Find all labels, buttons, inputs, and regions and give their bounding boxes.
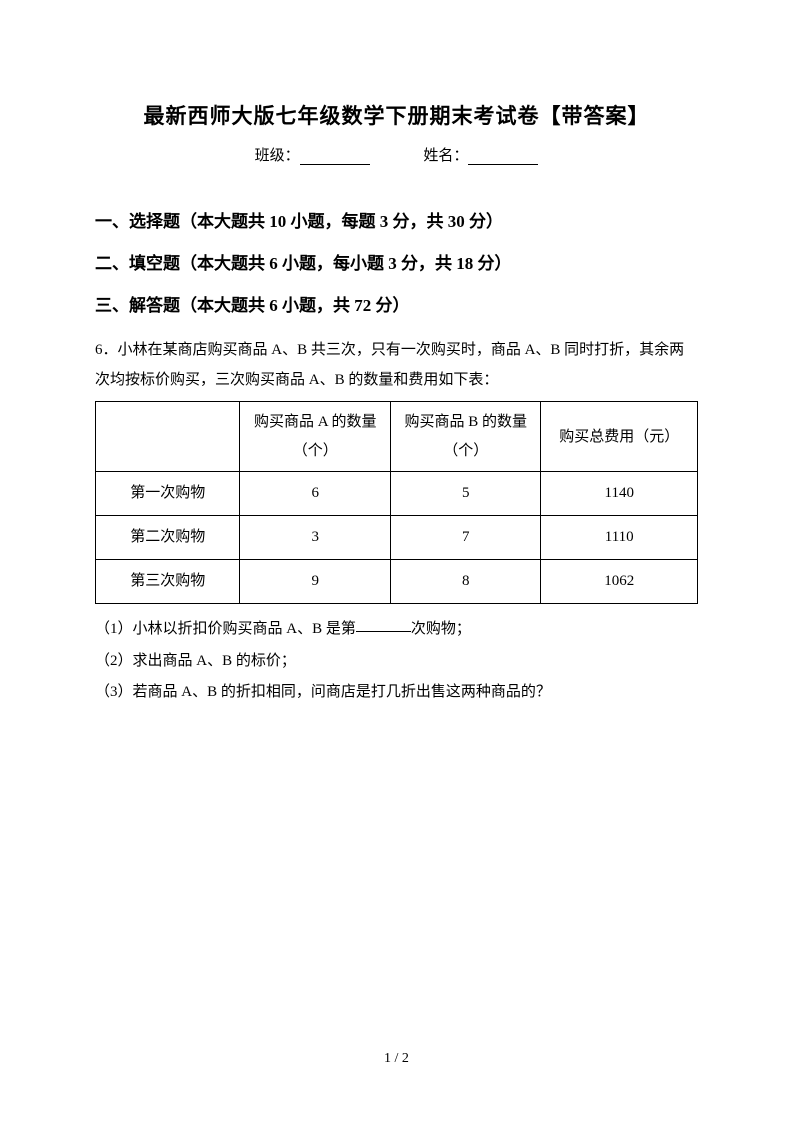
class-label: 班级： [255, 144, 300, 165]
table-row: 第三次购物 9 8 1062 [96, 560, 698, 604]
sq1-text-b: 次购物； [411, 621, 471, 637]
student-info-row: 班级： 姓名： [95, 144, 698, 165]
table-row: 第一次购物 6 5 1140 [96, 472, 698, 516]
class-blank[interactable] [300, 149, 370, 165]
page-number: 1 / 2 [0, 1051, 793, 1067]
section-3-heading: 三、解答题（本大题共 6 小题，共 72 分） [95, 294, 698, 318]
section-2-heading: 二、填空题（本大题共 6 小题，每小题 3 分，共 18 分） [95, 252, 698, 276]
row2-total: 1110 [541, 516, 698, 560]
header-qty-b: 购买商品 B 的数量（个） [390, 402, 541, 472]
sub-question-3: （3）若商品 A、B 的折扣相同，问商店是打几折出售这两种商品的？ [95, 677, 698, 709]
sub-question-1: （1）小林以折扣价购买商品 A、B 是第 次购物； [95, 614, 698, 646]
row2-qtya: 3 [240, 516, 391, 560]
sub-question-2: （2）求出商品 A、B 的标价； [95, 646, 698, 678]
table-row: 第二次购物 3 7 1110 [96, 516, 698, 560]
row1-qtya: 6 [240, 472, 391, 516]
row1-label: 第一次购物 [96, 472, 240, 516]
name-label: 姓名： [423, 144, 468, 165]
name-blank[interactable] [468, 149, 538, 165]
row1-total: 1140 [541, 472, 698, 516]
header-qty-a: 购买商品 A 的数量（个） [240, 402, 391, 472]
row3-label: 第三次购物 [96, 560, 240, 604]
question-6-intro: 6．小林在某商店购买商品 A、B 共三次，只有一次购买时，商品 A、B 同时打折… [95, 335, 698, 395]
row2-label: 第二次购物 [96, 516, 240, 560]
sq1-text-a: （1）小林以折扣价购买商品 A、B 是第 [95, 621, 356, 637]
row3-qtyb: 8 [390, 560, 541, 604]
row1-qtyb: 5 [390, 472, 541, 516]
header-blank [96, 402, 240, 472]
purchase-table: 购买商品 A 的数量（个） 购买商品 B 的数量（个） 购买总费用（元） 第一次… [95, 401, 698, 604]
sq1-blank[interactable] [356, 618, 411, 632]
row3-total: 1062 [541, 560, 698, 604]
page-title: 最新西师大版七年级数学下册期末考试卷【带答案】 [95, 100, 698, 130]
row3-qtya: 9 [240, 560, 391, 604]
row2-qtyb: 7 [390, 516, 541, 560]
table-header-row: 购买商品 A 的数量（个） 购买商品 B 的数量（个） 购买总费用（元） [96, 402, 698, 472]
section-1-heading: 一、选择题（本大题共 10 小题，每题 3 分，共 30 分） [95, 210, 698, 234]
header-total: 购买总费用（元） [541, 402, 698, 472]
